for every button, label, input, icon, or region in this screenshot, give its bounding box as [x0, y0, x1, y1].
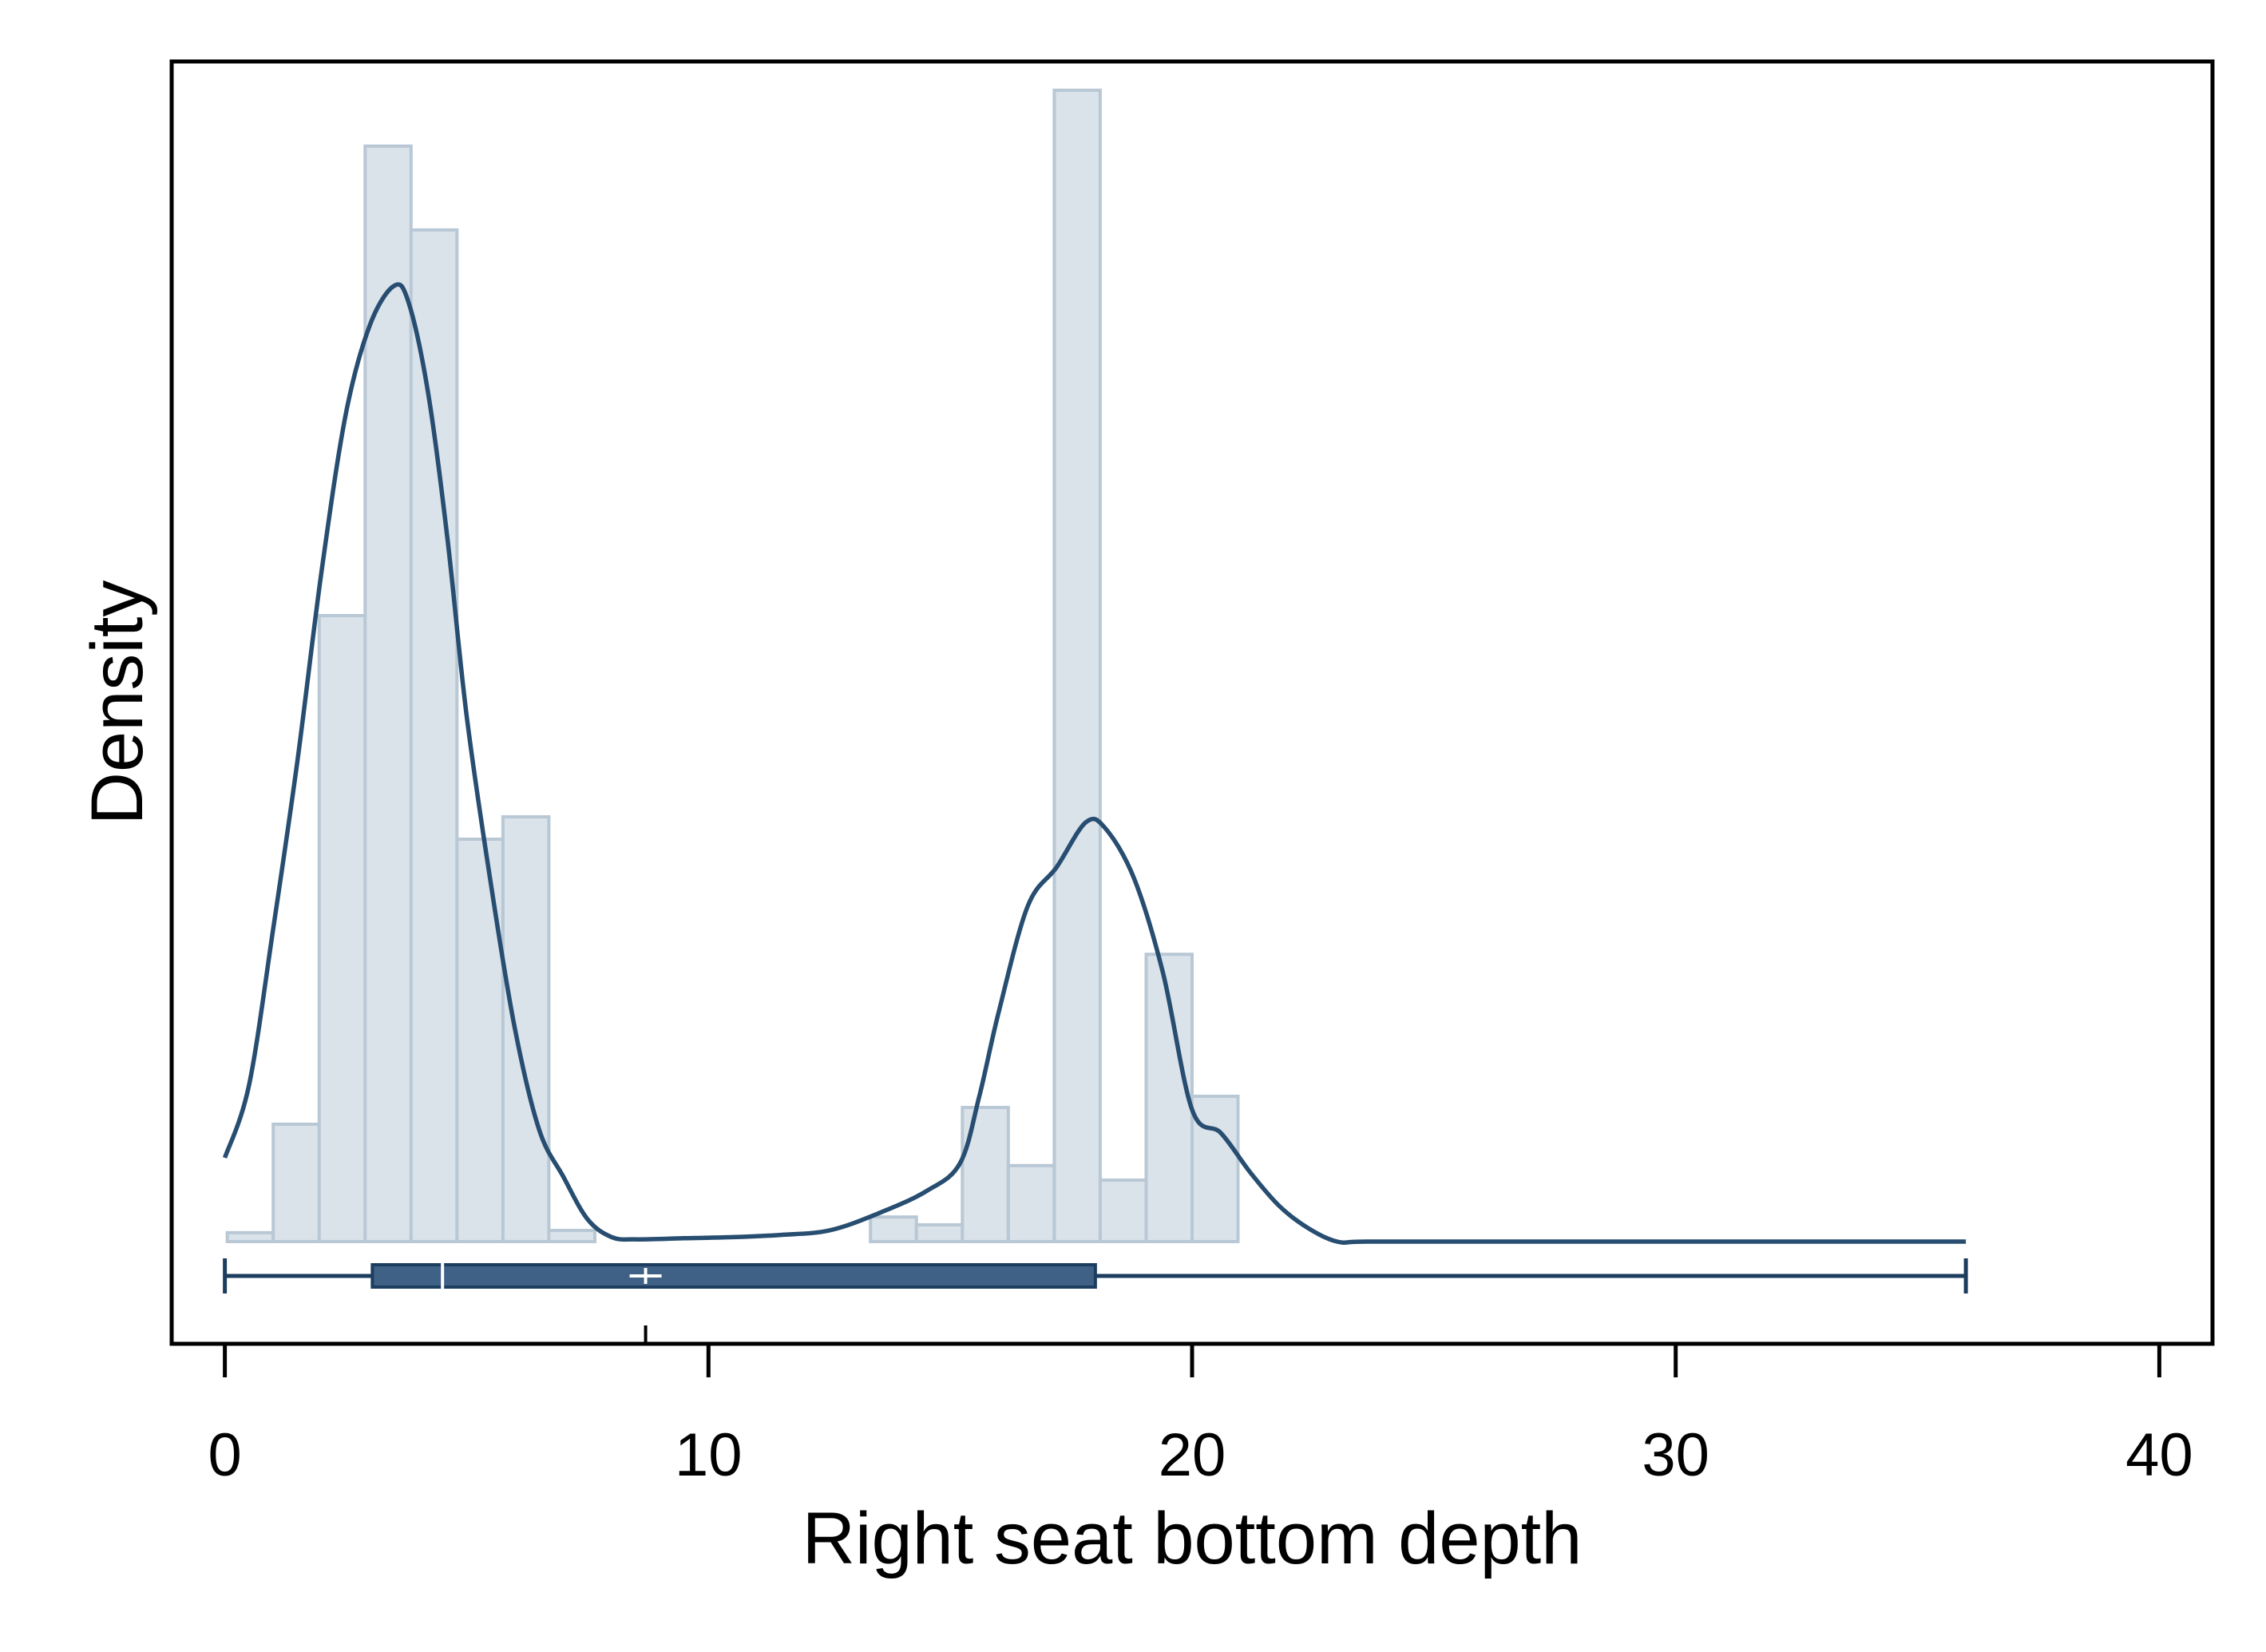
histogram-bar-8 [547, 1229, 596, 1243]
x-tick-label-30: 30 [1642, 1421, 1709, 1489]
x-tick-label-40: 40 [2125, 1421, 2193, 1489]
x-axis-title: Right seat bottom depth [802, 1498, 1583, 1579]
histogram-bars [225, 89, 1240, 1244]
boxplot-iqr-box [370, 1263, 1097, 1289]
y-axis-title: Density [77, 580, 158, 826]
histogram-bar-20 [1098, 1179, 1148, 1243]
x-tick-label-20: 20 [1159, 1421, 1226, 1489]
histogram-bar-7 [501, 815, 551, 1243]
histogram-bar-16 [914, 1223, 965, 1243]
histogram-bar-17 [961, 1106, 1010, 1243]
histogram-bar-15 [869, 1215, 918, 1243]
histogram-bar-5 [409, 228, 459, 1243]
x-tick-label-0: 0 [208, 1421, 241, 1489]
kde-line [222, 282, 1967, 1245]
x-axis: 0 10 20 30 40 [208, 1344, 2193, 1489]
histogram-bar-6 [455, 838, 505, 1243]
x-tick-label-10: 10 [675, 1421, 743, 1489]
histogram-bar-22 [1190, 1095, 1240, 1243]
kde-layer [222, 282, 1967, 1245]
histogram-bar-3 [317, 614, 367, 1243]
histogram-bar-1 [225, 1230, 275, 1244]
histogram-bar-19 [1052, 89, 1102, 1243]
histogram-bar-2 [271, 1123, 321, 1243]
histogram-bar-4 [363, 145, 413, 1243]
boxplot [223, 1258, 1968, 1344]
histogram-bar-18 [1006, 1163, 1056, 1244]
